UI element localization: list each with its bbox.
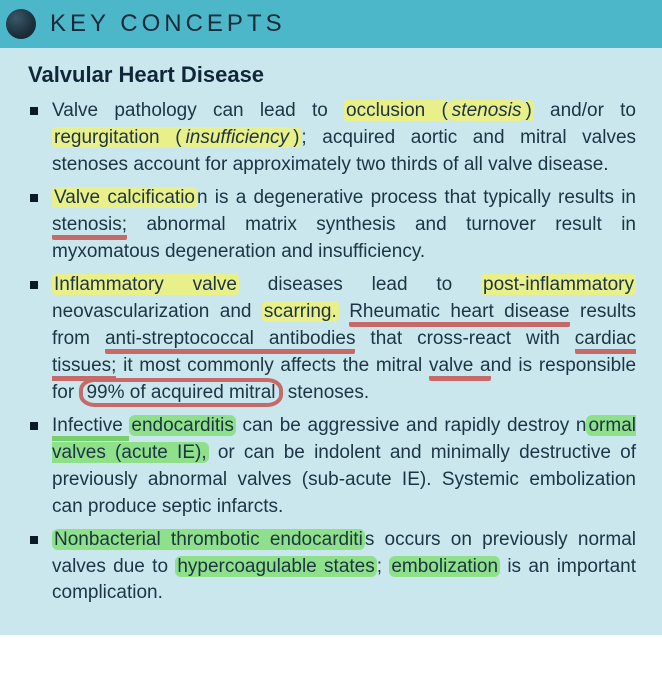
text-segment: stenoses. xyxy=(283,382,370,403)
text-segment: insufficiency xyxy=(186,127,290,148)
key-concepts-card: KEY CONCEPTS Valvular Heart Disease Valv… xyxy=(0,0,662,635)
text-segment: post-inflammatory xyxy=(481,274,636,295)
text-segment: ; xyxy=(377,556,390,577)
bullet-item: Valve pathology can lead to occlusion (s… xyxy=(28,98,636,179)
text-segment: stenosis; xyxy=(52,214,127,240)
text-segment: occlusion ( xyxy=(344,100,450,121)
text-segment: endocarditis xyxy=(129,415,235,436)
text-segment: that cross-react with xyxy=(355,328,574,349)
text-segment: valve a xyxy=(429,355,491,381)
header-title: KEY CONCEPTS xyxy=(50,10,286,37)
text-segment: Nonbacterial thrombotic endocarditi xyxy=(52,529,365,550)
card-content: Valvular Heart Disease Valve pathology c… xyxy=(0,48,662,617)
text-segment: abnormal matrix synthesis and turnover r… xyxy=(52,214,636,262)
text-segment: stenosis xyxy=(452,100,522,121)
text-segment: can be aggressive and rapidly destroy n xyxy=(236,415,587,436)
text-segment: Infective xyxy=(52,415,129,441)
bullet-item: Infective endocarditis can be aggressive… xyxy=(28,413,636,521)
text-segment: regurgitation ( xyxy=(52,127,184,148)
text-segment: Valve calcificatio xyxy=(52,187,197,208)
text-segment: 99% of acquired mitral xyxy=(79,378,282,407)
highlight: stenosis xyxy=(450,100,524,121)
bullet-list: Valve pathology can lead to occlusion (s… xyxy=(28,98,636,607)
text-segment: and/or to xyxy=(534,100,636,121)
header-dot-icon xyxy=(6,9,36,39)
highlight: insufficiency xyxy=(184,127,292,148)
text-segment: ) xyxy=(291,127,301,148)
section-title: Valvular Heart Disease xyxy=(28,62,636,88)
text-segment: it most commonly affects the mitral xyxy=(116,355,429,376)
card-header: KEY CONCEPTS xyxy=(0,0,662,48)
text-segment: Inflammatory valve xyxy=(52,274,239,295)
bullet-item: Inflammatory valve diseases lead to post… xyxy=(28,272,636,407)
bullet-item: Nonbacterial thrombotic endocarditis occ… xyxy=(28,527,636,608)
text-segment: embolization xyxy=(389,556,500,577)
text-segment: hypercoagulable states xyxy=(175,556,376,577)
text-segment: anti-streptococcal antibodies xyxy=(105,328,356,354)
bullet-item: Valve calcification is a degenerative pr… xyxy=(28,185,636,266)
text-segment: neovascularization and xyxy=(52,301,262,322)
text-segment: Rheumatic heart disease xyxy=(349,301,569,327)
text-segment: Valve pathology can lead to xyxy=(52,100,344,121)
text-segment: ) xyxy=(524,100,534,121)
text-segment: scarring. xyxy=(262,301,339,322)
text-segment: diseases lead to xyxy=(239,274,481,295)
text-segment xyxy=(339,301,349,322)
text-segment: n is a degenerative process that typical… xyxy=(197,187,636,208)
